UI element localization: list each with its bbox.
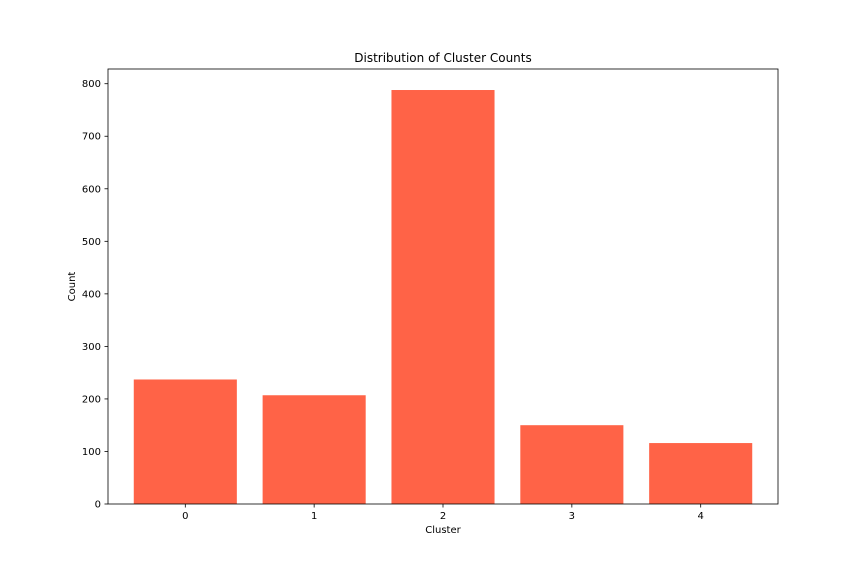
y-tick-label: 0 bbox=[95, 500, 101, 511]
chart-title: Distribution of Cluster Counts bbox=[354, 51, 532, 65]
y-tick-label: 200 bbox=[82, 394, 101, 405]
plot-frame bbox=[107, 68, 779, 505]
y-tick-label: 100 bbox=[82, 447, 101, 458]
bar-cluster-0 bbox=[133, 379, 237, 504]
x-tick-label: 3 bbox=[569, 511, 575, 522]
bar-cluster-3 bbox=[520, 425, 624, 504]
x-tick-label: 4 bbox=[698, 511, 704, 522]
bar-cluster-1 bbox=[262, 395, 366, 504]
x-tick-label: 2 bbox=[440, 511, 446, 522]
y-axis-label: Count bbox=[67, 272, 78, 302]
y-tick-label: 400 bbox=[82, 289, 101, 300]
x-axis-ticks: 0 1 2 3 4 bbox=[182, 504, 704, 522]
y-tick-label: 600 bbox=[82, 184, 101, 195]
x-axis-label: Cluster bbox=[425, 525, 461, 536]
x-tick-label: 0 bbox=[182, 511, 188, 522]
y-tick-label: 300 bbox=[82, 342, 101, 353]
bars-group bbox=[133, 90, 753, 504]
x-tick-label: 1 bbox=[311, 511, 317, 522]
y-axis-ticks: 0 100 200 300 400 500 600 700 800 bbox=[82, 79, 108, 511]
bar-cluster-2 bbox=[391, 90, 495, 504]
bar-cluster-4 bbox=[649, 443, 753, 504]
y-tick-label: 500 bbox=[82, 237, 101, 248]
y-tick-label: 700 bbox=[82, 132, 101, 143]
y-tick-label: 800 bbox=[82, 79, 101, 90]
